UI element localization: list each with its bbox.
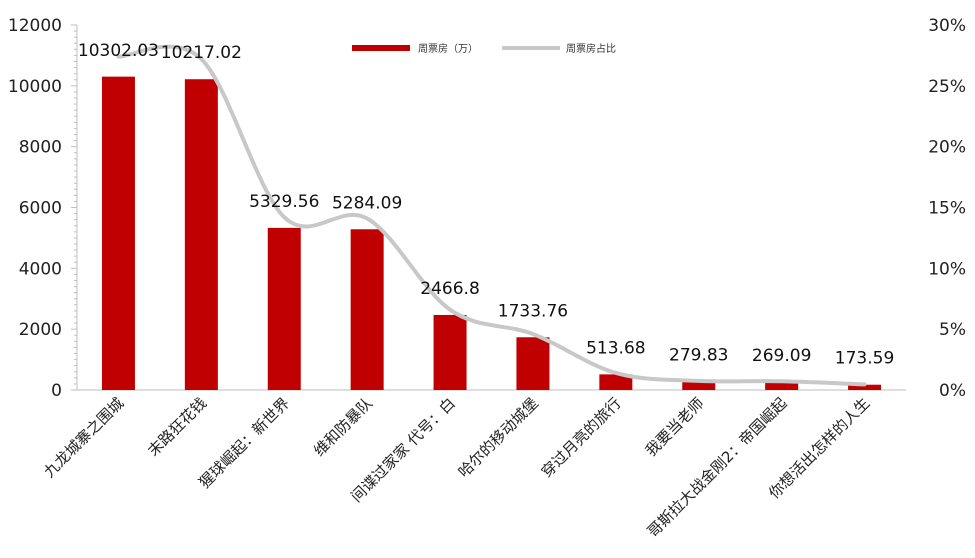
bar-data-label: 2466.8 (420, 279, 479, 299)
y-axis-right-tick-label: 10% (928, 259, 966, 279)
y-axis-right-tick-label: 0% (939, 381, 966, 401)
share-point (698, 380, 700, 382)
bar-data-label: 5329.56 (249, 192, 319, 212)
bar (848, 384, 882, 390)
bars-layer (101, 76, 882, 391)
line-layer (116, 44, 867, 387)
bar (599, 374, 633, 390)
bar (101, 76, 135, 390)
bar (516, 337, 550, 390)
y-axis-left-tick-label: 8000 (19, 138, 62, 158)
bar-data-label: 1733.76 (498, 301, 568, 321)
x-axis-category-label: 穿过月亮的旅行 (538, 394, 625, 481)
bar-data-label: 10302.03 (78, 41, 159, 61)
y-axis-left-tick-label: 0 (51, 381, 62, 401)
share-point (864, 383, 866, 385)
legend-swatch-bar (352, 45, 410, 51)
bar (433, 314, 467, 390)
bar (350, 229, 384, 390)
share-point (366, 217, 368, 219)
bar-data-label: 269.09 (752, 346, 811, 366)
share-point (117, 56, 119, 58)
y-axis-right-tick-label: 25% (928, 77, 966, 97)
x-axis-category-label: 哥斯拉大战金刚2：帝国崛起 (644, 394, 791, 541)
y-axis-left-tick-label: 2000 (19, 320, 62, 340)
axes-layer: 0 2000 4000 6000 8000 10000 12000 0% 5% 10% 15% 20%… (8, 16, 966, 541)
bar-data-label: 5284.09 (332, 193, 402, 213)
share-line (116, 44, 867, 387)
bar (267, 227, 301, 390)
legend-label-bar: 周票房（万） (418, 42, 478, 55)
share-point (200, 58, 202, 60)
share-point (781, 380, 783, 382)
y-axis-left-tick-label: 10000 (8, 77, 62, 97)
x-axis-category-label: 猩球崛起：新世界 (195, 394, 293, 492)
bar (184, 79, 218, 391)
x-axis-category-label: 维和防暴队 (310, 394, 376, 460)
legend: 周票房（万） 周票房占比 (352, 42, 616, 55)
y-axis-right-tick-label: 30% (928, 16, 966, 36)
bar (765, 381, 799, 390)
share-point (283, 216, 285, 218)
bar-data-label: 279.83 (669, 345, 728, 365)
share-point (615, 372, 617, 374)
y-axis-left-tick-label: 12000 (8, 16, 62, 36)
bar (682, 381, 716, 390)
y-axis-left-tick-label: 6000 (19, 199, 62, 219)
legend-label-line: 周票房占比 (566, 42, 616, 55)
data-labels-layer: 10302.03 10217.02 5329.56 5284.09 2466.8 1733… (78, 41, 894, 369)
x-axis-category-label: 末路狂花钱 (144, 394, 210, 460)
x-axis-category-label: 九龙城寨之围城 (40, 394, 127, 481)
share-point (449, 309, 451, 311)
share-point (532, 333, 534, 335)
y-axis-left-tick-label: 4000 (19, 259, 62, 279)
bar-data-label: 513.68 (586, 338, 645, 358)
x-axis-category-label: 哈尔的移动城堡 (455, 394, 542, 481)
bar-data-label: 173.59 (835, 349, 894, 369)
y-axis-right-tick-label: 20% (928, 138, 966, 158)
x-axis-category-label: 我要当老师 (642, 394, 708, 460)
bar-data-label: 10217.02 (161, 43, 242, 63)
y-axis-right-tick-label: 15% (928, 199, 966, 219)
y-axis-right-tick-label: 5% (939, 320, 966, 340)
